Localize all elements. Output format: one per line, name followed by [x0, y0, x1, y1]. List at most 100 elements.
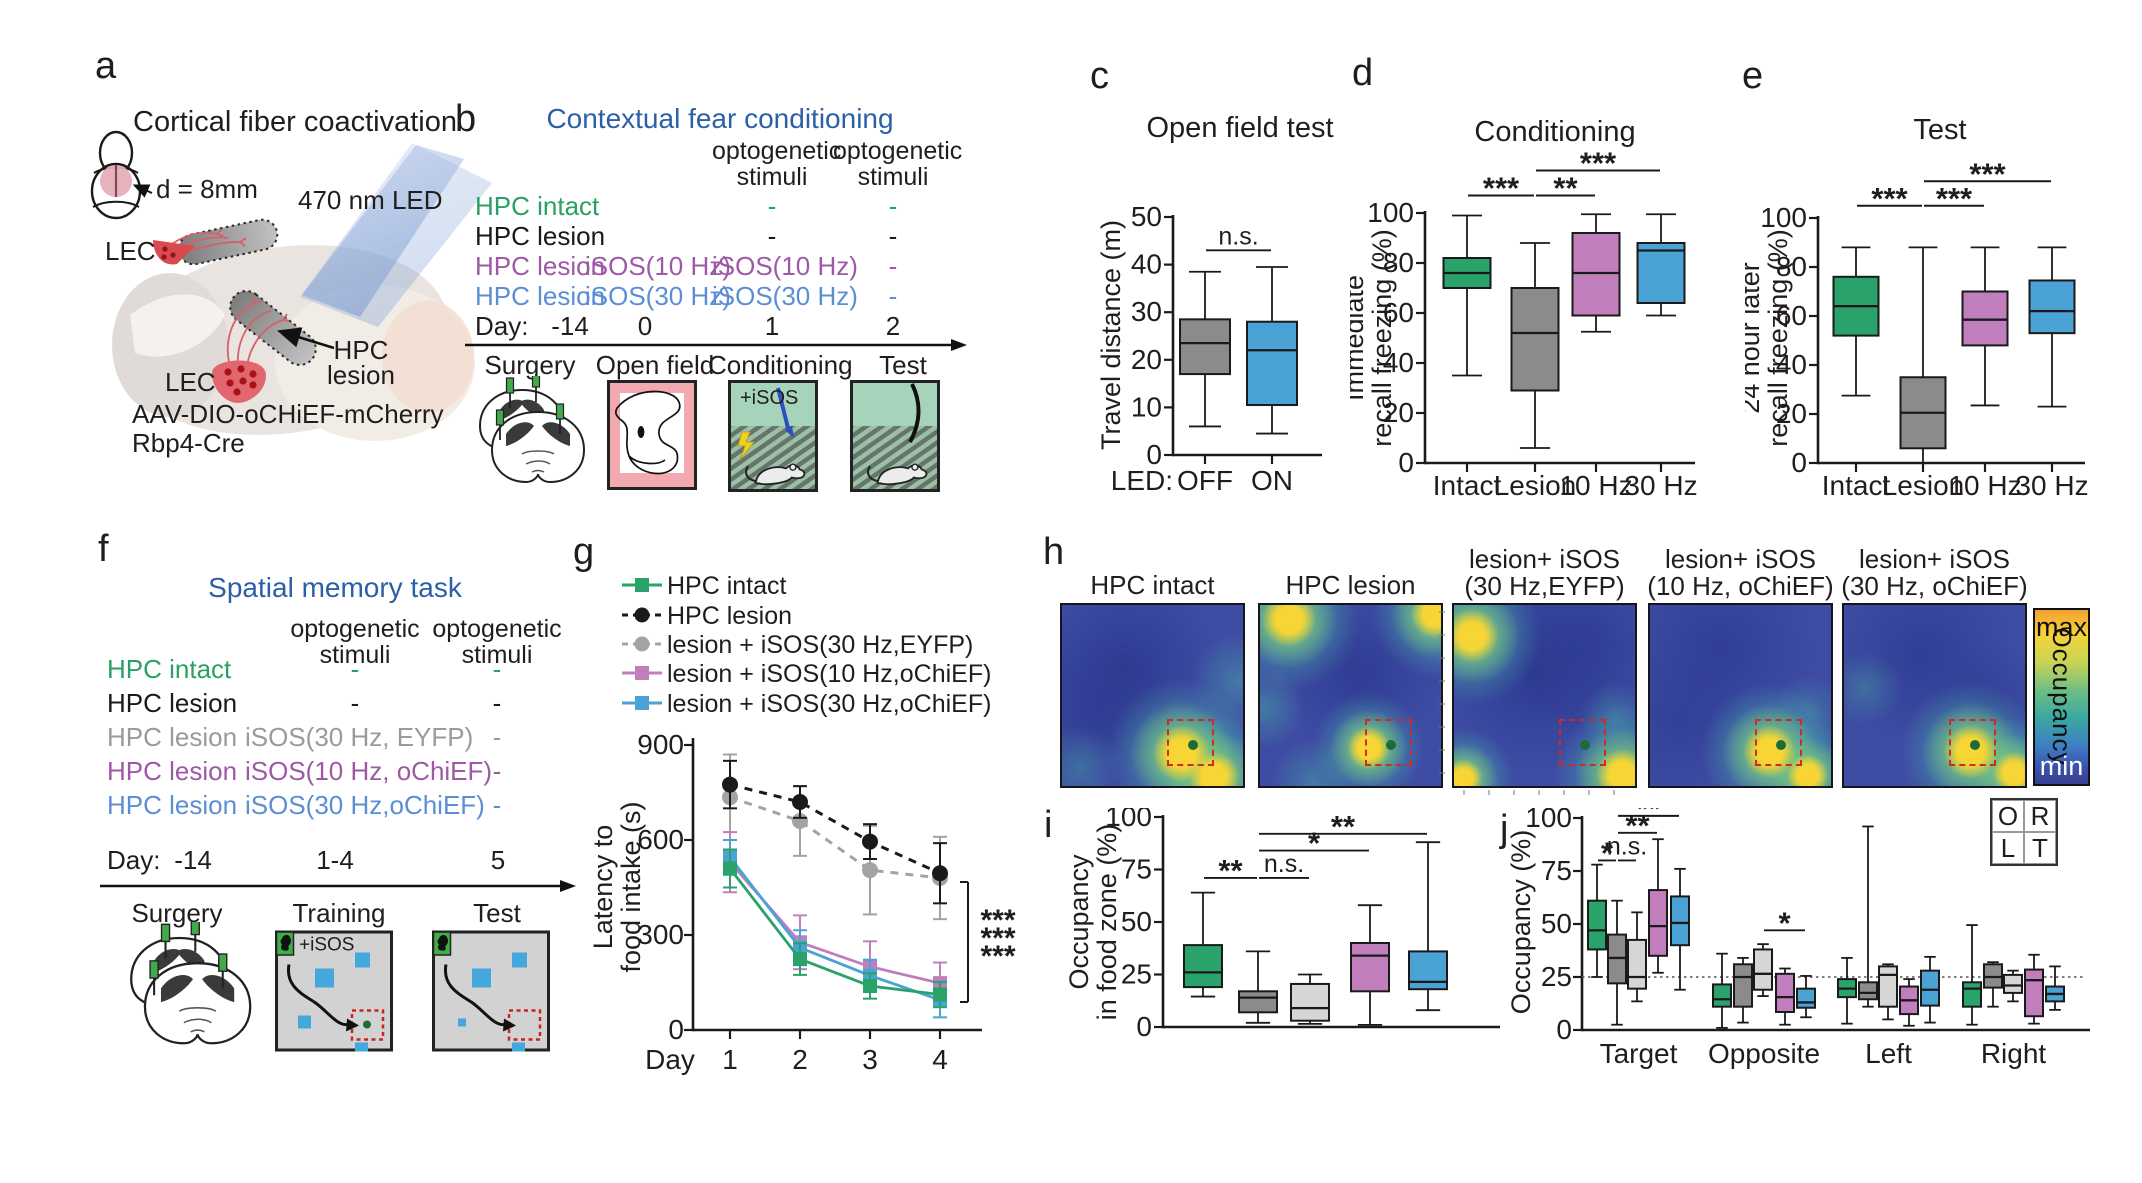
svg-text:40: 40	[1776, 349, 1807, 380]
training-arena-cartoon: +iSOS	[275, 930, 393, 1052]
chart-conditioning: Conditioning Immediate recall freezing (%)…	[1339, 95, 1742, 525]
svg-text:50: 50	[1541, 908, 1572, 939]
timeline-arrow	[465, 339, 967, 351]
stimulus-cell: iSOS(10 Hz, oChiEF)	[245, 756, 493, 786]
quadrant-cell-L: L	[1992, 832, 2024, 864]
occupancy-colorbar: max Occupancy min	[2033, 608, 2090, 786]
svg-text:20: 20	[1383, 397, 1414, 428]
stimulus-cell: -	[888, 191, 898, 221]
svg-text:***: ***	[980, 940, 1015, 973]
quadrant-cell-T: T	[2024, 832, 2056, 864]
svg-text:0: 0	[668, 1014, 684, 1045]
group-row-label: HPC lesion	[107, 688, 238, 718]
food-location-dot	[1969, 739, 1980, 750]
heatmap-title-4: lesion+ iSOS	[1858, 544, 2011, 574]
svg-text:900: 900	[637, 729, 684, 760]
surgery-brain-slices	[478, 371, 586, 484]
led-beam	[300, 143, 492, 327]
stimulus-cell: -	[767, 221, 777, 251]
d8mm-label: d = 8mm	[156, 174, 258, 204]
food-zone-outline	[1558, 719, 1607, 767]
svg-text:*: *	[1308, 826, 1321, 861]
lec-upper-region	[153, 240, 195, 265]
svg-text:recall freezing (%): recall freezing (%)	[1763, 229, 1793, 447]
test-arena-cartoon	[432, 930, 550, 1052]
group-row-label: HPC lesion	[107, 756, 238, 786]
heatmap-title-1: HPC lesion	[1285, 570, 1416, 600]
occupancy-heatmap-4	[1842, 603, 2027, 788]
svg-text:Latency to: Latency to	[588, 825, 618, 950]
heatmap-title-2: (30 Hz,EYFP)	[1464, 571, 1625, 601]
svg-text:80: 80	[1383, 247, 1414, 278]
svg-text:Lesion: Lesion	[1882, 470, 1965, 501]
svg-text:300: 300	[637, 919, 684, 950]
panel-label-e: e	[1742, 55, 1764, 97]
heatmap-title-3: (10 Hz, oChiEF)	[1647, 571, 1834, 601]
colorbar-max-label: max	[2035, 612, 2087, 642]
day-row-label: Day:	[107, 845, 161, 875]
surgery-brain-slices	[130, 916, 252, 1045]
box-plots	[1183, 841, 1448, 1026]
stimulus-cell: -	[888, 281, 898, 311]
box-plots	[1832, 246, 2076, 464]
svg-text:Occupancy: Occupancy	[1064, 854, 1094, 990]
food-location-dot	[1579, 739, 1590, 750]
spatial-arena: +iSOS	[275, 930, 393, 1052]
svg-text:75: 75	[1541, 855, 1572, 886]
stimulus-cell: -	[350, 688, 360, 718]
stimulus-cell: -	[492, 722, 502, 752]
heatmap-title-4: (30 Hz, oChiEF)	[1841, 571, 2028, 601]
panel-a-title: Cortical fiber coactivation	[133, 106, 457, 138]
box-plots	[1442, 213, 1686, 449]
series-2	[722, 753, 948, 921]
led-label: 470 nm LED	[298, 185, 443, 215]
panel-label-d: d	[1352, 52, 1374, 94]
box-plots	[1587, 825, 2065, 1029]
svg-text:**: **	[1331, 809, 1356, 844]
svg-text:100: 100	[1525, 808, 1572, 833]
group-row-label: HPC intact	[475, 191, 600, 221]
svg-text:***: ***	[1580, 146, 1617, 181]
svg-text:LED:: LED:	[1111, 465, 1173, 496]
optostim-header-1-line1: optogenetic	[712, 137, 842, 165]
day-value: -14	[551, 311, 589, 341]
svg-text:10 Hz: 10 Hz	[1948, 470, 2021, 501]
day-value: 1	[764, 311, 780, 341]
food-location-dot	[1775, 739, 1786, 750]
svg-text:recall freezing (%): recall freezing (%)	[1367, 229, 1397, 447]
stimulus-cell: -	[492, 756, 502, 786]
series-1	[722, 759, 948, 905]
panel-f: Spatial memory task optogenetic stimuli …	[80, 530, 610, 1075]
svg-text:3: 3	[862, 1044, 878, 1075]
svg-text:50: 50	[1131, 201, 1162, 232]
svg-text:Right: Right	[1981, 1038, 2047, 1069]
svg-text:ON: ON	[1251, 465, 1293, 496]
svg-text:**: **	[1218, 853, 1243, 888]
chart-latency-food-intake: HPC intact HPC lesion lesion + iSOS(30 Hz,…	[560, 545, 1050, 1110]
svg-text:100: 100	[1367, 197, 1414, 228]
heatmap-title-0: HPC intact	[1090, 570, 1215, 600]
chart-open-field-test: Open field test Travel distance (m) 0 10 20 3…	[1090, 95, 1342, 520]
lec-lower-label: LEC	[165, 367, 216, 397]
svg-text:100: 100	[1105, 808, 1152, 832]
svg-text:50: 50	[1121, 906, 1152, 937]
stimulus-cell: -	[492, 790, 502, 820]
food-zone-outline	[1754, 719, 1803, 767]
stage-label: Surgery	[131, 898, 223, 928]
svg-text:4: 4	[932, 1044, 948, 1075]
svg-text:***: ***	[980, 904, 1015, 937]
svg-text:25: 25	[1541, 961, 1572, 992]
stimulus-cell: iSOS(30 Hz, EYFP)	[245, 722, 474, 752]
colorbar-axis-label: Occupancy	[2047, 627, 2077, 767]
colorbar-min-label: min	[2039, 751, 2084, 781]
svg-text:***: ***	[1969, 156, 2006, 191]
svg-text:Target: Target	[1600, 1038, 1678, 1069]
food-zone-outline	[1948, 719, 1997, 767]
panel-label-c: c	[1090, 55, 1109, 97]
svg-text:Occupancy (%): Occupancy (%)	[1506, 830, 1536, 1015]
svg-text:2: 2	[792, 1044, 808, 1075]
stage-label: Training	[292, 898, 386, 928]
optostim-header-1-line2: stimuli	[736, 163, 808, 191]
day-row-label: Day:	[475, 311, 529, 341]
